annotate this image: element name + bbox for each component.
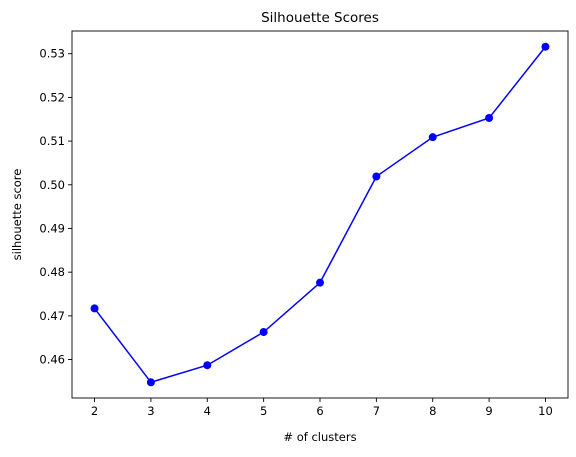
x-tick-label: 2 bbox=[91, 404, 98, 418]
x-axis-label: # of clusters bbox=[283, 430, 356, 444]
y-tick-label: 0.53 bbox=[39, 47, 65, 61]
data-point bbox=[90, 304, 99, 313]
y-tick-label: 0.48 bbox=[39, 265, 65, 279]
data-point bbox=[316, 278, 324, 287]
x-tick-label: 10 bbox=[538, 404, 553, 418]
x-tick-label: 4 bbox=[204, 404, 211, 418]
data-point bbox=[372, 172, 381, 181]
data-point bbox=[259, 328, 268, 337]
data-point bbox=[541, 42, 550, 51]
chart-title: Silhouette Scores bbox=[261, 10, 379, 26]
y-tick-label: 0.52 bbox=[39, 90, 65, 104]
x-tick-label: 7 bbox=[373, 404, 380, 418]
x-tick-label: 6 bbox=[316, 404, 323, 418]
y-axis-label: silhouette score bbox=[10, 169, 24, 261]
x-tick-label: 3 bbox=[147, 404, 154, 418]
y-tick-label: 0.51 bbox=[39, 134, 65, 148]
y-tick-label: 0.47 bbox=[39, 309, 65, 323]
x-tick-label: 5 bbox=[260, 404, 267, 418]
data-point bbox=[428, 133, 437, 142]
x-axis-ticks: 2 3 4 5 6 7 8 9 10 bbox=[91, 398, 553, 418]
series-line bbox=[93, 46, 547, 384]
x-tick-label: 9 bbox=[485, 404, 492, 418]
data-point bbox=[146, 378, 155, 387]
series-points bbox=[90, 42, 550, 387]
data-point bbox=[485, 113, 494, 122]
plot-frame bbox=[71, 30, 569, 399]
y-axis-ticks: 0.46 0.47 0.48 0.49 0.50 0.51 0.52 0.53 bbox=[39, 47, 72, 367]
x-tick-label: 8 bbox=[429, 404, 436, 418]
y-tick-label: 0.50 bbox=[39, 178, 65, 192]
y-tick-label: 0.46 bbox=[39, 353, 65, 367]
y-tick-label: 0.49 bbox=[39, 221, 65, 235]
data-point bbox=[203, 361, 212, 370]
